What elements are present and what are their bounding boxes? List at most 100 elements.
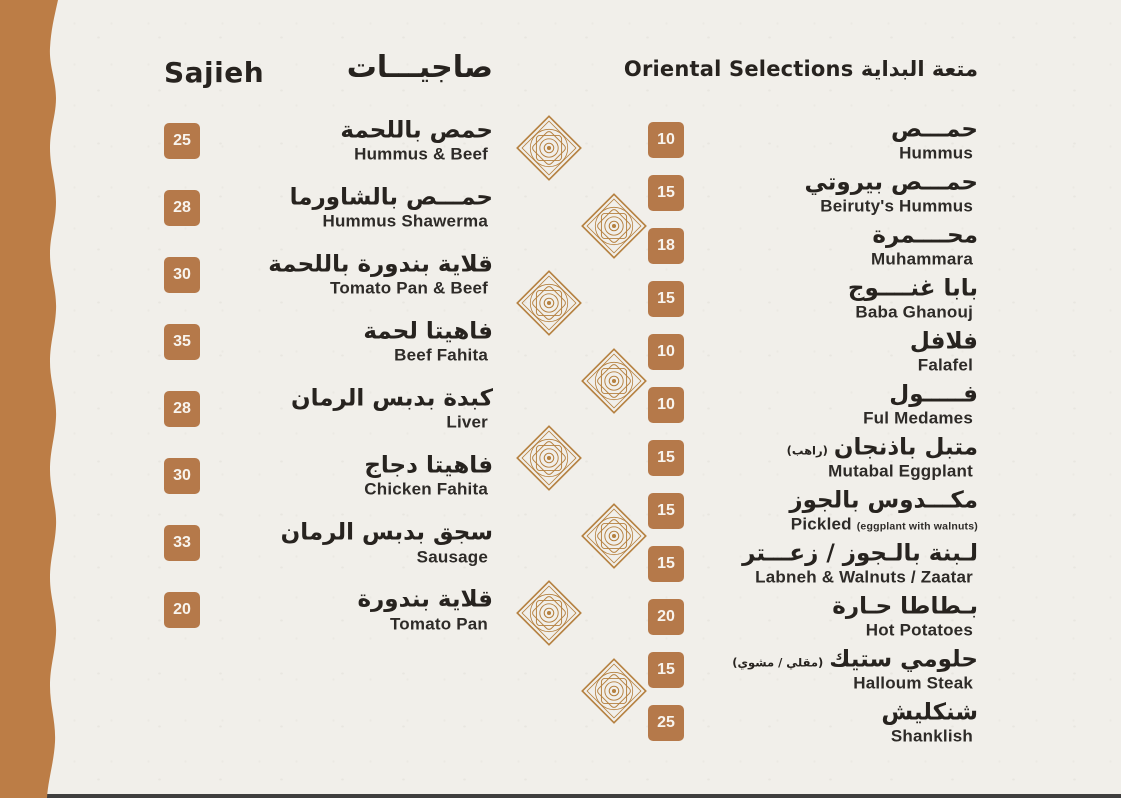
price-badge: 35: [164, 323, 200, 360]
menu-item-row: 15 بابا غنــــوج Baba Ghanouj: [648, 272, 978, 325]
bottom-bar: [0, 794, 1121, 798]
price-badge: 15: [648, 174, 684, 211]
item-name-arabic: فلافل: [909, 328, 978, 355]
item-note-english: (eggplant with walnuts): [856, 520, 978, 533]
item-name-arabic: حمـــص بيروتي: [804, 169, 979, 196]
item-name-arabic: سجق بدبس الرمان: [280, 519, 493, 546]
price-badge: 18: [648, 227, 684, 264]
price-badge: 20: [648, 598, 684, 635]
sajieh-item-list: 25 حمص باللحمة Hummus & Beef 28 حمـــص ب…: [164, 107, 493, 644]
menu-item-row: 20 قلاية بندورة Tomato Pan: [164, 577, 493, 644]
item-names: حمص باللحمة Hummus & Beef: [334, 117, 493, 164]
item-name-arabic: كبدة بدبس الرمان: [290, 385, 493, 412]
item-name-arabic: فاهيتا لحمة: [363, 318, 493, 345]
price-badge: 15: [648, 545, 684, 582]
menu-item-row: 30 فاهيتا دجاج Chicken Fahita: [164, 442, 493, 509]
diamond-rosette-ornament-icon: [515, 579, 583, 647]
price-badge: 25: [648, 704, 684, 741]
item-name-arabic: قلاية بندورة: [357, 586, 493, 613]
price-badge: 33: [164, 525, 200, 562]
item-name-english: Pickled (eggplant with walnuts): [790, 514, 978, 534]
item-name-arabic: محــــمرة: [872, 222, 978, 249]
price-badge: 10: [648, 333, 684, 370]
menu-item-row: 10 فلافل Falafel: [648, 325, 978, 378]
price-badge: 20: [164, 592, 200, 629]
item-name-english: Hummus & Beef: [354, 144, 488, 164]
item-names: بـطاطا حـارة Hot Potatoes: [826, 593, 978, 640]
item-name-english: Ful Medames: [863, 408, 973, 428]
menu-item-row: 25 حمص باللحمة Hummus & Beef: [164, 107, 493, 174]
item-name-english: Labneh & Walnuts / Zaatar: [755, 567, 973, 587]
menu-item-row: 18 محــــمرة Muhammara: [648, 219, 978, 272]
menu-item-row: 15 لـبنة بالـجوز / زعـــتر Labneh & Waln…: [648, 537, 978, 590]
item-name-arabic: شنكليش: [881, 699, 978, 726]
item-names: لـبنة بالـجوز / زعـــتر Labneh & Walnuts…: [736, 540, 978, 587]
menu-item-row: 20 بـطاطا حـارة Hot Potatoes: [648, 590, 978, 643]
item-name-arabic: حلومي ستيك(مقلي / مشوي): [732, 646, 978, 673]
item-names: حمـــص بالشاورما Hummus Shawerma: [284, 184, 493, 231]
menu-item-row: 15 حلومي ستيك(مقلي / مشوي) Halloum Steak: [648, 643, 978, 696]
item-names: قلاية بندورة باللحمة Tomato Pan & Beef: [262, 251, 493, 298]
item-name-english: Sausage: [416, 547, 488, 567]
menu-item-row: 28 كبدة بدبس الرمان Liver: [164, 375, 493, 442]
item-name-english: Hummus: [899, 143, 973, 163]
item-names: مكـــدوس بالجوز Pickled (eggplant with wa…: [783, 487, 978, 534]
diamond-rosette-ornament-icon: [515, 424, 583, 492]
price-badge: 28: [164, 189, 200, 226]
diamond-rosette-ornament-icon: [580, 347, 648, 415]
item-name-arabic: فـــــول: [889, 381, 978, 408]
item-name-english: Tomato Pan: [389, 614, 488, 634]
sajieh-section-title-ar: صاجيـــات: [346, 50, 493, 85]
item-name-arabic: مكـــدوس بالجوز: [789, 487, 978, 514]
item-name-english: Shanklish: [890, 726, 973, 746]
price-badge: 25: [164, 122, 200, 159]
item-name-english: Beiruty's Hummus: [820, 196, 973, 216]
price-badge: 15: [648, 651, 684, 688]
menu-item-row: 15 مكـــدوس بالجوز Pickled (eggplant with…: [648, 484, 978, 537]
diamond-rosette-ornament-icon: [580, 502, 648, 570]
item-name-arabic: بـطاطا حـارة: [832, 593, 978, 620]
item-note-arabic: (مقلي / مشوي): [732, 655, 824, 670]
item-names: فاهيتا دجاج Chicken Fahita: [358, 453, 493, 500]
item-name-english: Baba Ghanouj: [855, 302, 973, 322]
menu-item-row: 10 فـــــول Ful Medames: [648, 378, 978, 431]
item-name-arabic: فاهيتا دجاج: [364, 452, 493, 479]
item-names: حلومي ستيك(مقلي / مشوي) Halloum Steak: [732, 646, 978, 693]
price-badge: 10: [648, 386, 684, 423]
item-names: شنكليش Shanklish: [875, 699, 978, 746]
item-names: فـــــول Ful Medames: [863, 381, 978, 428]
diamond-rosette-ornament-icon: [515, 269, 583, 337]
menu-item-row: 33 سجق بدبس الرمان Sausage: [164, 510, 493, 577]
item-name-english: Halloum Steak: [853, 673, 973, 693]
diamond-rosette-ornament-icon: [580, 657, 648, 725]
item-name-english: Hummus Shawerma: [322, 211, 488, 231]
item-name-english: Mutabal Eggplant: [828, 461, 973, 481]
item-name-arabic: حمـــص بالشاورما: [289, 184, 493, 211]
item-name-arabic: قلاية بندورة باللحمة: [268, 251, 493, 278]
item-note-arabic: (راهب): [786, 443, 828, 458]
diamond-rosette-ornament-icon: [580, 192, 648, 260]
oriental-section-title: Oriental Selections متعة البداية: [623, 57, 978, 81]
menu-item-row: 15 حمـــص بيروتي Beiruty's Hummus: [648, 166, 978, 219]
sajieh-section-title-en: Sajieh: [164, 56, 265, 89]
price-badge: 10: [648, 121, 684, 158]
item-names: قلاية بندورة Tomato Pan: [351, 587, 493, 634]
item-names: فاهيتا لحمة Beef Fahita: [357, 318, 493, 365]
price-badge: 28: [164, 390, 200, 427]
item-names: بابا غنــــوج Baba Ghanouj: [842, 275, 978, 322]
item-name-english: Falafel: [917, 355, 973, 375]
menu-item-row: 35 فاهيتا لحمة Beef Fahita: [164, 308, 493, 375]
item-names: كبدة بدبس الرمان Liver: [285, 385, 493, 432]
price-badge: 15: [648, 492, 684, 529]
item-name-english: Hot Potatoes: [865, 620, 973, 640]
item-name-english: Muhammara: [871, 249, 973, 269]
menu-item-row: 15 متبل باذنجان(راهب) Mutabal Eggplant: [648, 431, 978, 484]
price-badge: 15: [648, 439, 684, 476]
item-names: حمـــص Hummus: [885, 116, 978, 163]
menu-item-row: 10 حمـــص Hummus: [648, 113, 978, 166]
price-badge: 30: [164, 256, 200, 293]
oriental-item-list: 10 حمـــص Hummus 15 حمـــص بيروتي Beirut…: [648, 113, 978, 749]
diamond-rosette-ornament-icon: [515, 114, 583, 182]
item-name-english: Liver: [446, 412, 488, 432]
